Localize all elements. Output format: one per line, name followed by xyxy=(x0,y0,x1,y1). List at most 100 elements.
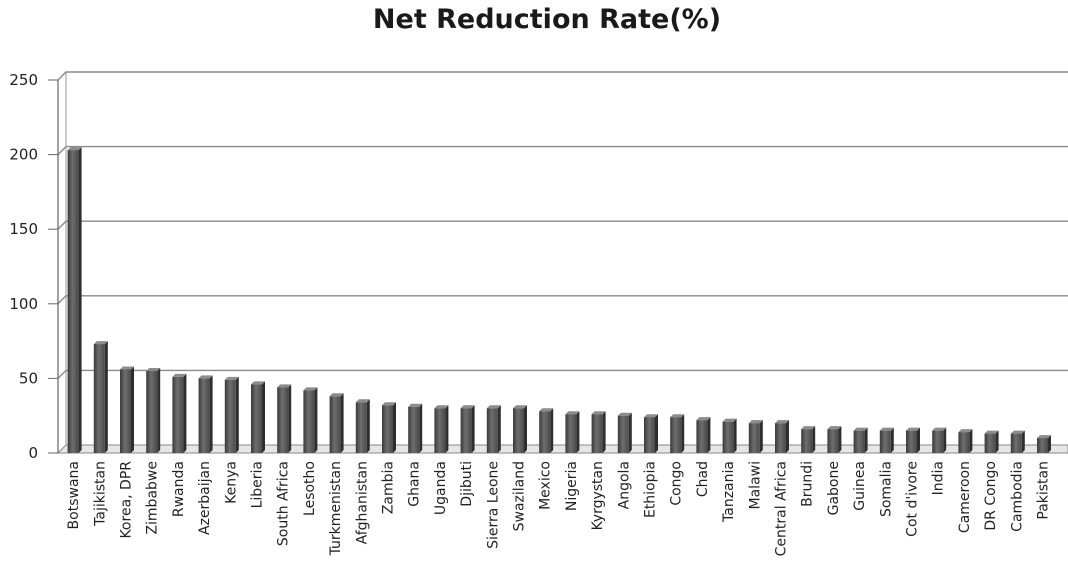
bar-side xyxy=(602,411,606,453)
bar-top xyxy=(329,393,344,397)
bar xyxy=(303,390,315,453)
bar-side xyxy=(366,399,370,453)
bar-side xyxy=(969,429,973,453)
bar-top xyxy=(670,414,685,418)
x-tick-label: Sierra Leone xyxy=(485,461,501,549)
bar-top xyxy=(408,403,423,407)
bar-top xyxy=(827,426,842,430)
bar-top xyxy=(1010,430,1025,434)
bar xyxy=(355,402,367,453)
bar-top xyxy=(146,367,161,371)
bar-side xyxy=(235,376,239,453)
chart-title: Net Reduction Rate(%) xyxy=(372,4,722,35)
x-tick-label: Nigeria xyxy=(564,461,580,511)
x-tick-label: South Africa xyxy=(276,461,292,546)
bar-top xyxy=(932,427,947,431)
gridline xyxy=(57,295,1068,305)
bar-side xyxy=(524,405,527,453)
x-tick-label: Tanzania xyxy=(721,461,737,523)
y-tick-label: 200 xyxy=(9,146,38,164)
x-tick-label: Malawi xyxy=(747,461,763,509)
bar-top xyxy=(224,376,239,380)
x-tick-label: Cameroon xyxy=(957,461,973,533)
bar-side xyxy=(655,414,658,453)
bar xyxy=(513,408,524,453)
bar-side xyxy=(838,426,842,453)
bar-side xyxy=(157,367,161,453)
bar-top xyxy=(565,411,580,415)
x-tick-label: Liberia xyxy=(250,461,266,508)
x-tick-label: Tajikistan xyxy=(92,461,108,527)
y-tick-label: 100 xyxy=(9,295,38,313)
bar xyxy=(172,376,184,453)
bar-side xyxy=(497,405,501,453)
bar-side xyxy=(445,405,449,453)
bar-side xyxy=(681,414,685,453)
x-tick-label: Ethiopia xyxy=(643,461,659,518)
bar xyxy=(486,408,498,453)
x-tick-label: Gabone xyxy=(826,461,842,515)
bar-side xyxy=(733,418,737,453)
bar xyxy=(984,433,996,453)
bar xyxy=(460,408,472,453)
bar-side xyxy=(576,411,580,453)
bar-side xyxy=(628,412,632,453)
bar-side xyxy=(288,384,292,453)
x-tick-label: Djibuti xyxy=(459,461,475,507)
x-tick-label: Azerbaijan xyxy=(197,461,213,535)
x-tick-label: Botswana xyxy=(66,461,82,529)
bar-side xyxy=(78,147,82,453)
bar-top xyxy=(748,420,763,424)
x-tick-label: Cot d'ivore xyxy=(905,461,921,537)
bar-side xyxy=(131,366,134,453)
bar xyxy=(696,420,708,453)
x-tick-label: Kyrgystan xyxy=(590,461,606,530)
x-tick-label: Cambodia xyxy=(1009,461,1025,532)
bar xyxy=(251,384,262,453)
x-tick-label: Congo xyxy=(669,461,685,506)
x-tick-label: Afghanistan xyxy=(354,461,370,544)
x-tick-label: Guinea xyxy=(852,461,868,511)
bar-top xyxy=(382,402,396,406)
bar xyxy=(434,408,446,453)
x-tick-label: Pakistan xyxy=(1036,461,1052,520)
bar-side xyxy=(340,393,344,453)
bar-side xyxy=(707,417,711,453)
bar-side xyxy=(917,427,920,453)
bar xyxy=(565,414,577,453)
y-tick-label: 150 xyxy=(9,220,38,238)
bar xyxy=(1010,433,1022,453)
bar-side xyxy=(314,387,318,453)
bar xyxy=(329,396,341,453)
gridline xyxy=(57,220,1068,230)
bar-side xyxy=(209,375,213,453)
gridline xyxy=(57,71,1068,81)
bar xyxy=(748,423,760,453)
bar-top xyxy=(617,412,632,416)
bar-top xyxy=(1037,435,1051,439)
bar-top xyxy=(539,408,554,412)
bar-top xyxy=(879,427,894,431)
bar-side xyxy=(262,381,265,453)
bar-side xyxy=(550,408,554,453)
bar-top xyxy=(486,405,501,409)
bar-top xyxy=(198,375,213,379)
x-tick-label: India xyxy=(931,461,947,495)
bar xyxy=(146,370,158,453)
bar xyxy=(408,406,420,453)
bar xyxy=(670,417,682,453)
x-tick-label: Chad xyxy=(695,461,711,497)
bar xyxy=(775,423,786,453)
x-tick-label: Brundi xyxy=(800,461,816,507)
bar-top xyxy=(513,405,527,409)
bar-top xyxy=(591,411,606,415)
bar xyxy=(906,430,917,453)
bar-side xyxy=(393,402,396,453)
x-tick-label: Kenya xyxy=(223,461,239,504)
bar-side xyxy=(471,405,475,453)
bar-side xyxy=(1048,435,1051,453)
y-tick-label: 50 xyxy=(19,369,38,387)
bar xyxy=(827,429,839,453)
bar-side xyxy=(864,427,868,453)
